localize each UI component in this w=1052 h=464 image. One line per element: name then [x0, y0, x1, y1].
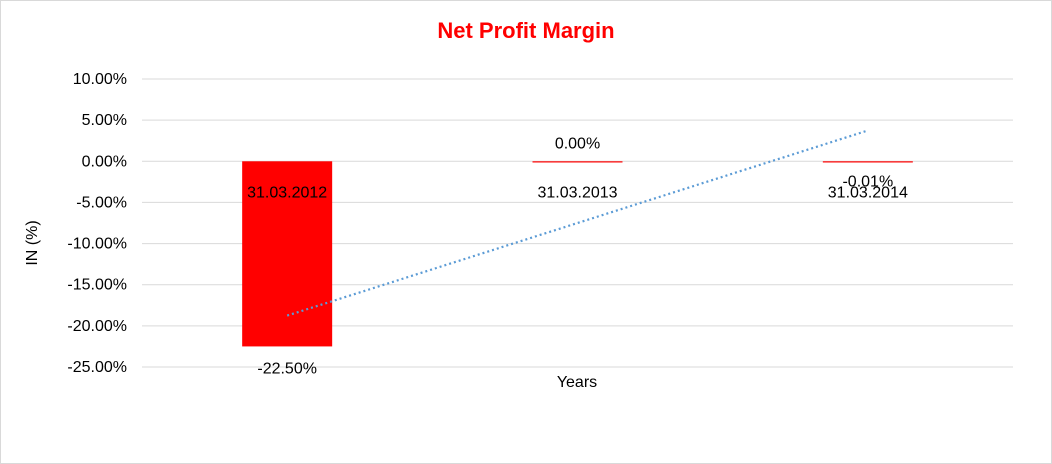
- x-axis-title: Years: [557, 374, 597, 391]
- y-tick-label: -20.00%: [67, 318, 127, 335]
- bar: [822, 161, 913, 163]
- bars: [242, 161, 913, 347]
- data-label: -0.01%: [842, 173, 893, 190]
- y-tick-label: 5.00%: [82, 112, 127, 129]
- y-tick-label: -10.00%: [67, 236, 127, 253]
- y-axis-title: IN (%): [24, 220, 41, 265]
- y-tick-label: -5.00%: [76, 194, 127, 211]
- data-label: 0.00%: [555, 135, 600, 152]
- data-labels: -22.50% 0.00% -0.01%: [257, 135, 893, 377]
- y-axis-ticks: 10.00% 5.00% 0.00% -5.00% -10.00% -15.00% -20.…: [67, 71, 127, 376]
- chart-title: Net Profit Margin: [437, 18, 614, 43]
- y-tick-label: 0.00%: [82, 153, 127, 170]
- bar: [242, 161, 333, 347]
- trendline-group: [286, 129, 869, 317]
- y-tick-label: 10.00%: [73, 71, 127, 88]
- bar: [532, 161, 623, 163]
- y-tick-label: -25.00%: [67, 359, 127, 376]
- trendline: [286, 129, 869, 317]
- category-label: 31.03.2013: [537, 184, 617, 201]
- category-labels: 31.03.2012 31.03.2013 31.03.2014: [247, 184, 908, 201]
- y-tick-label: -15.00%: [67, 277, 127, 294]
- category-label: 31.03.2014: [828, 184, 908, 201]
- data-label: -22.50%: [257, 360, 317, 377]
- category-label: 31.03.2012: [247, 184, 327, 201]
